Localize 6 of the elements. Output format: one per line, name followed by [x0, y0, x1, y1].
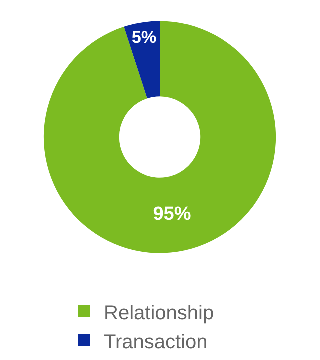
- donut-slice: [44, 21, 276, 254]
- data-label: 95%: [153, 204, 192, 226]
- legend-label: Transaction: [104, 331, 208, 354]
- data-label: 5%: [132, 27, 157, 48]
- donut-slice: [124, 21, 160, 99]
- legend-label: Relationship: [104, 302, 214, 324]
